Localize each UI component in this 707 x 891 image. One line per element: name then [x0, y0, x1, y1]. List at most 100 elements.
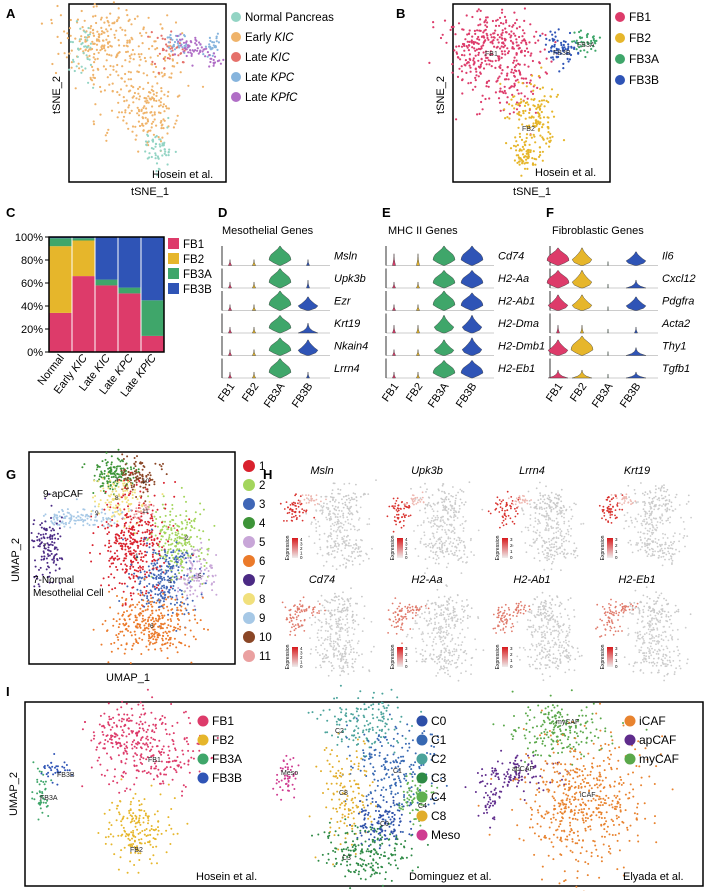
cell-point-late-kpc	[185, 43, 188, 46]
cell-point-high	[396, 513, 398, 516]
cell-point-cluster-7	[37, 532, 40, 535]
cell-point-fb2	[530, 116, 533, 119]
cell-point-cluster-1	[124, 548, 127, 551]
cell-point-cluster-9	[58, 515, 61, 518]
cell-point-cluster-8	[133, 491, 136, 494]
cell-point-fb1	[523, 7, 527, 10]
cell-point-early-kic	[103, 89, 106, 92]
cell-point-low	[466, 561, 468, 563]
cell-point-fb1	[501, 69, 504, 72]
cell-point-cluster-1	[115, 566, 118, 568]
cell-point-fb1	[513, 75, 517, 78]
cell-point-fb2	[533, 105, 536, 108]
cell-point-cluster-3	[161, 571, 164, 574]
cell-point-cluster-2	[171, 532, 174, 535]
cell-point-high	[503, 512, 506, 515]
cell-point-cluster-1	[110, 524, 113, 527]
cell-point-low	[330, 553, 333, 556]
cell-point-cluster-6	[142, 619, 145, 622]
cell-point-cluster-5	[187, 556, 190, 559]
cell-point-cluster-5	[179, 578, 182, 580]
cell-point-cluster-3	[158, 601, 161, 604]
cell-point-early-kic	[92, 34, 96, 37]
cell-point-early-kic	[103, 47, 106, 50]
cell-point-fb2	[528, 126, 532, 129]
cell-point-cluster-3	[179, 555, 182, 558]
colorbar-label: Expression	[495, 535, 501, 560]
cell-point-cluster-1	[151, 519, 154, 522]
cell-point-early-kic	[160, 119, 163, 123]
cell-point-low	[326, 539, 329, 542]
cell-point-cluster-2	[161, 528, 164, 531]
cell-point-cluster-3	[173, 603, 176, 606]
cell-point-low	[665, 519, 668, 522]
cell-point-low	[557, 512, 560, 515]
cell-point-cluster-8	[127, 510, 130, 513]
cell-point-cluster-6	[151, 600, 154, 603]
cell-point-early-kic	[106, 30, 109, 33]
cell-point-low	[318, 525, 321, 528]
cell-point-early-kic	[152, 90, 155, 93]
cell-point-low	[668, 508, 671, 511]
cell-point-early-kic	[145, 97, 148, 100]
cell-point-cluster-1	[140, 552, 143, 555]
cell-point-high	[514, 515, 517, 518]
cell-point-cluster-1	[122, 542, 125, 545]
cell-point-cluster-7	[42, 533, 45, 536]
cell-point-low	[441, 515, 444, 518]
cell-point-normal	[167, 154, 170, 157]
cell-point-cluster-6	[125, 628, 128, 631]
cell-point-fb1	[508, 24, 511, 27]
cell-point-cluster-3	[157, 573, 160, 576]
cell-point-high	[411, 502, 414, 505]
cell-point-early-kic	[142, 26, 145, 29]
cell-point-early-kic	[153, 111, 156, 114]
cell-point-cluster-1	[92, 532, 95, 535]
cell-point-fb2	[522, 148, 525, 151]
cell-point-fb2	[521, 159, 524, 162]
cell-point-normal	[154, 157, 157, 160]
cluster-label: 4	[115, 477, 119, 484]
cell-point-cluster-2	[178, 572, 181, 575]
cell-point-fb2	[520, 174, 523, 177]
cell-point-cluster-7	[46, 553, 49, 556]
cell-point-late-kpfc	[194, 42, 197, 45]
cell-point-low	[656, 521, 659, 523]
cell-point-cluster-2	[171, 507, 174, 510]
cell-point-low	[355, 499, 358, 502]
cell-point-cluster-8	[114, 507, 117, 510]
cell-point-fb1	[489, 59, 492, 63]
cell-point-cluster-6	[123, 634, 125, 637]
cell-point-cluster-6	[123, 652, 126, 655]
cell-point-cluster-2	[180, 542, 183, 545]
violin-fb1	[227, 326, 233, 334]
cell-point-cluster-9	[74, 522, 77, 525]
cell-point-cluster-6	[170, 597, 173, 600]
cell-point-fb2	[519, 114, 523, 117]
cell-point-low	[674, 508, 677, 510]
cell-point-cluster-6	[147, 616, 150, 619]
legend-label-cluster-7: 7	[259, 575, 265, 587]
cell-point-low	[651, 510, 653, 513]
cell-point-cluster-1	[129, 546, 132, 549]
cell-point-low	[564, 557, 567, 559]
cell-point-cluster-10	[139, 477, 142, 479]
cell-point-cluster-3	[146, 597, 149, 600]
cell-point-early-kic	[106, 76, 109, 79]
cell-point-late-kpfc	[181, 38, 184, 41]
cell-point-normal	[87, 81, 90, 84]
cell-point-cluster-4	[105, 475, 108, 477]
cell-point-cluster-6	[134, 614, 137, 617]
cell-point-cluster-2	[197, 555, 200, 558]
cell-point-cluster-6	[170, 614, 173, 617]
cell-point-cluster-9	[95, 519, 98, 522]
cell-point-cluster-6	[125, 622, 128, 625]
cell-point-low	[423, 543, 425, 546]
cell-point-cluster-2	[160, 538, 163, 541]
cell-point-low	[339, 515, 342, 518]
cell-point-late-kpc	[177, 44, 180, 47]
cell-point-cluster-2	[188, 521, 191, 524]
cell-point-low	[462, 527, 465, 530]
cell-point-cluster-5	[186, 568, 189, 571]
cell-point-fb1	[518, 71, 522, 74]
